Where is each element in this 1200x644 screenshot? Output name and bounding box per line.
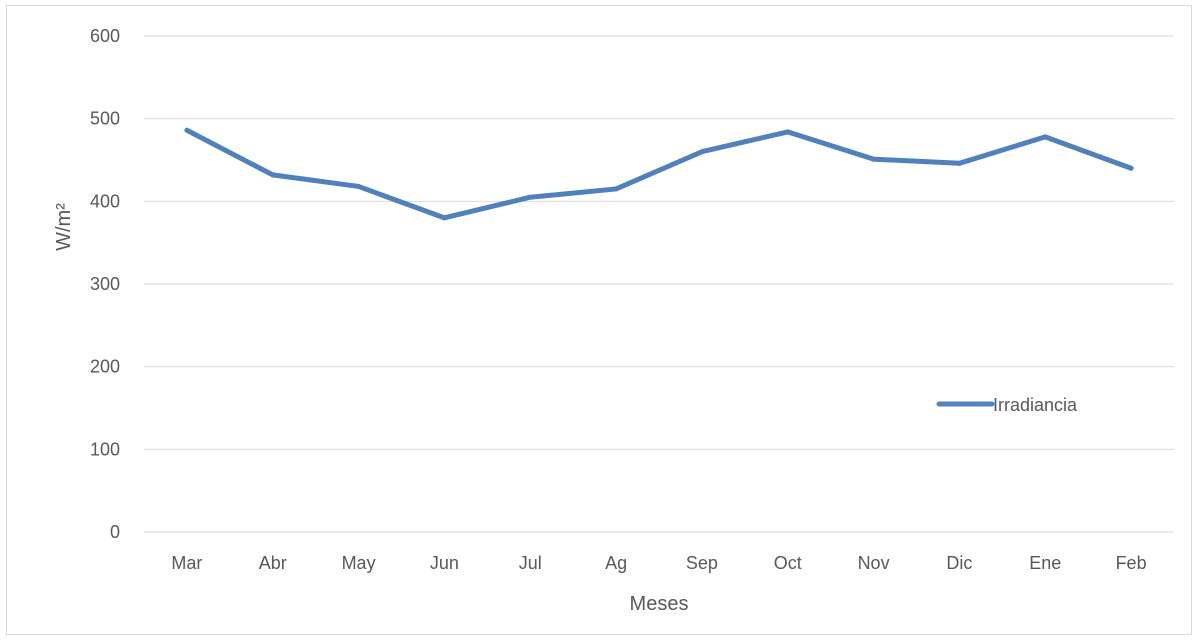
y-tick-label-200: 200 bbox=[90, 357, 120, 377]
legend-label-irradiancia: Irradiancia bbox=[993, 395, 1078, 415]
series-layer bbox=[184, 127, 1134, 221]
y-tick-label-0: 0 bbox=[110, 522, 120, 542]
x-tick-label-ag: Ag bbox=[605, 553, 627, 573]
x-tick-label-jul: Jul bbox=[519, 553, 542, 573]
data-point-dic bbox=[956, 160, 962, 166]
y-tick-label-100: 100 bbox=[90, 439, 120, 459]
data-point-jul bbox=[527, 194, 533, 200]
data-point-mar bbox=[184, 127, 190, 133]
x-tick-label-dic: Dic bbox=[946, 553, 972, 573]
data-point-nov bbox=[871, 156, 877, 162]
data-point-jun bbox=[441, 215, 447, 221]
data-point-abr bbox=[270, 172, 276, 178]
data-point-may bbox=[356, 183, 362, 189]
y-tick-label-500: 500 bbox=[90, 109, 120, 129]
x-tick-labels: Mar Abr May Jun Jul Ag Sep Oct Nov Dic Ene Feb bbox=[171, 553, 1146, 573]
data-point-oct bbox=[785, 129, 791, 135]
x-axis-title: Meses bbox=[630, 593, 689, 615]
x-tick-label-sep: Sep bbox=[686, 553, 718, 573]
chart-frame bbox=[6, 5, 1192, 635]
data-point-sep bbox=[699, 149, 705, 155]
data-point-ene bbox=[1042, 134, 1048, 140]
legend: Irradiancia bbox=[936, 395, 1078, 415]
x-tick-label-jun: Jun bbox=[430, 553, 459, 573]
x-tick-label-feb: Feb bbox=[1116, 553, 1147, 573]
data-point-feb bbox=[1128, 165, 1134, 171]
x-tick-label-nov: Nov bbox=[858, 553, 890, 573]
data-point-ag bbox=[613, 186, 619, 192]
y-tick-label-300: 300 bbox=[90, 274, 120, 294]
x-tick-label-mar: Mar bbox=[171, 553, 202, 573]
x-tick-label-may: May bbox=[342, 553, 376, 573]
x-tick-label-oct: Oct bbox=[774, 553, 802, 573]
x-tick-label-ene: Ene bbox=[1029, 553, 1061, 573]
y-tick-labels: 0 100 200 300 400 500 600 bbox=[90, 26, 120, 542]
y-tick-label-600: 600 bbox=[90, 26, 120, 46]
x-tick-label-abr: Abr bbox=[259, 553, 287, 573]
gridlines bbox=[144, 35, 1174, 533]
series-line-irradiancia bbox=[184, 127, 1134, 221]
y-axis-title: W/m² bbox=[53, 203, 75, 251]
y-tick-label-400: 400 bbox=[90, 191, 120, 211]
